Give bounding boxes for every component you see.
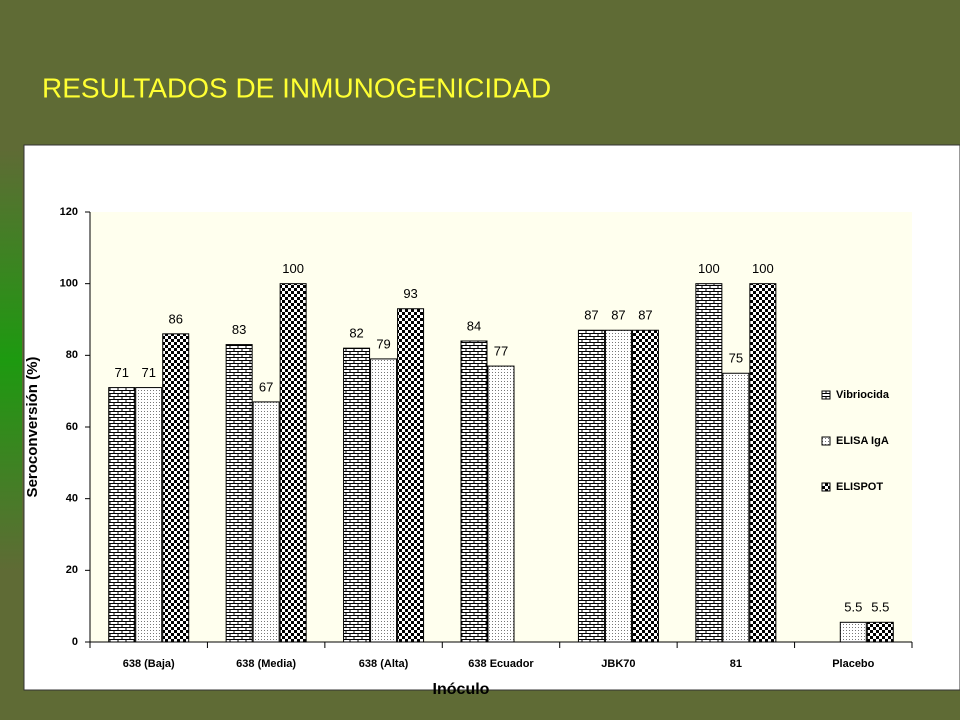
legend-label: Vibriocida xyxy=(836,389,890,401)
data-label: 84 xyxy=(467,318,481,333)
bar xyxy=(460,340,488,643)
data-label: 87 xyxy=(611,308,625,323)
x-tick-label: JBK70 xyxy=(601,658,635,670)
data-label: 100 xyxy=(698,261,720,276)
legend-label: ELISPOT xyxy=(836,481,883,493)
bar xyxy=(577,329,605,643)
data-label: 75 xyxy=(729,351,743,366)
slide-title: RESULTADOS DE INMUNOGENICIDAD xyxy=(42,72,551,103)
bar xyxy=(135,387,163,643)
bar xyxy=(279,283,307,643)
data-label: 100 xyxy=(752,261,774,276)
data-label: 87 xyxy=(584,308,598,323)
legend-swatch xyxy=(821,436,831,446)
data-label: 82 xyxy=(349,326,363,341)
data-label: 71 xyxy=(114,365,128,380)
y-tick-label: 80 xyxy=(66,349,78,361)
y-tick-label: 40 xyxy=(66,493,78,505)
legend-label: ELISA IgA xyxy=(836,435,889,447)
legend-swatch xyxy=(821,482,831,492)
bar xyxy=(108,387,136,643)
x-tick-label: 638 (Alta) xyxy=(359,658,409,670)
data-label: 5.5 xyxy=(844,600,862,615)
y-tick-label: 0 xyxy=(72,636,78,648)
y-axis-label: Seroconversión (%) xyxy=(24,357,41,498)
bar xyxy=(839,621,867,643)
x-tick-label: 638 Ecuador xyxy=(468,658,534,670)
bar xyxy=(225,344,253,643)
data-label: 67 xyxy=(259,379,273,394)
x-tick-label: 81 xyxy=(730,658,742,670)
data-label: 77 xyxy=(494,344,508,359)
bar xyxy=(397,308,425,643)
bar xyxy=(866,621,894,643)
green-strip xyxy=(0,150,22,570)
x-tick-label: 638 (Media) xyxy=(236,658,296,670)
y-tick-label: 120 xyxy=(60,206,78,218)
data-label: 71 xyxy=(141,365,155,380)
bar xyxy=(749,283,777,643)
bar xyxy=(631,329,659,643)
y-tick-label: 100 xyxy=(60,278,78,290)
x-tick-label: 638 (Baja) xyxy=(123,658,175,670)
x-axis-label: Inóculo xyxy=(433,681,490,698)
bar xyxy=(252,401,280,643)
bar xyxy=(162,333,190,643)
bar xyxy=(343,347,371,643)
y-tick-label: 60 xyxy=(66,421,78,433)
data-label: 87 xyxy=(638,308,652,323)
bar xyxy=(722,372,750,643)
bar xyxy=(487,365,515,643)
x-tick-label: Placebo xyxy=(832,658,874,670)
data-label: 83 xyxy=(232,322,246,337)
legend-swatch xyxy=(821,390,831,400)
bar xyxy=(370,358,398,643)
data-label: 86 xyxy=(168,311,182,326)
bar xyxy=(695,283,723,643)
data-label: 93 xyxy=(403,286,417,301)
data-label: 5.5 xyxy=(871,600,889,615)
data-label: 79 xyxy=(376,336,390,351)
y-tick-label: 20 xyxy=(66,564,78,576)
bar xyxy=(604,329,632,643)
data-label: 100 xyxy=(282,261,304,276)
plot: 0 20 40 60 80 100 120 638 (Baja) 71 71 86 638 (Medi… xyxy=(24,206,913,698)
